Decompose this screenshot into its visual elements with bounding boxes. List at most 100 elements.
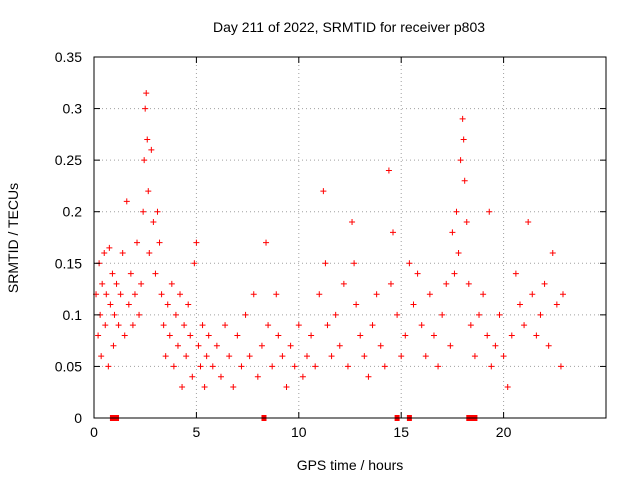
data-point	[154, 208, 161, 215]
data-point	[101, 249, 108, 256]
data-point	[529, 291, 536, 298]
data-point	[127, 270, 134, 277]
data-point	[191, 260, 198, 267]
data-point	[549, 249, 556, 256]
data-point	[465, 280, 472, 287]
data-point	[181, 322, 188, 329]
data-point	[463, 219, 470, 226]
plot-frame	[93, 56, 607, 419]
data-point	[453, 208, 460, 215]
data-point	[189, 373, 196, 380]
data-point	[110, 342, 117, 349]
data-point	[106, 244, 113, 251]
data-point	[123, 198, 130, 205]
data-point	[160, 322, 167, 329]
data-point	[136, 311, 143, 318]
data-point	[199, 322, 206, 329]
y-ticks: 0 0.05 0.1 0.15 0.2 0.25 0.3 0.35	[55, 49, 606, 426]
data-point	[322, 260, 329, 267]
data-point	[150, 219, 157, 226]
data-point	[174, 342, 181, 349]
data-point	[179, 384, 186, 391]
data-point	[451, 270, 458, 277]
y-tick-label: 0.15	[55, 255, 82, 271]
data-point	[195, 342, 202, 349]
data-point	[410, 301, 417, 308]
data-point	[488, 363, 495, 370]
data-point	[107, 301, 114, 308]
data-point	[226, 353, 233, 360]
data-point	[134, 239, 141, 246]
chart-title: Day 211 of 2022, SRMTID for receiver p80…	[213, 19, 485, 35]
data-point	[222, 322, 229, 329]
data-point	[324, 322, 331, 329]
data-point	[439, 311, 446, 318]
data-point	[299, 373, 306, 380]
data-point	[117, 291, 124, 298]
data-point	[361, 353, 368, 360]
data-point	[95, 332, 102, 339]
data-point	[99, 280, 106, 287]
data-point	[129, 322, 136, 329]
data-point	[109, 270, 116, 277]
data-point	[336, 342, 343, 349]
data-point	[373, 291, 380, 298]
data-point	[357, 332, 364, 339]
data-point	[484, 332, 491, 339]
data-point	[156, 239, 163, 246]
data-point	[263, 239, 270, 246]
data-point	[283, 384, 290, 391]
data-point	[557, 363, 564, 370]
data-point	[516, 301, 523, 308]
data-point	[344, 363, 351, 370]
data-point	[308, 332, 315, 339]
data-point	[430, 332, 437, 339]
data-point	[349, 219, 356, 226]
data-point	[559, 291, 566, 298]
data-point	[422, 353, 429, 360]
data-point	[545, 342, 552, 349]
data-point	[340, 280, 347, 287]
data-point	[205, 332, 212, 339]
data-point	[541, 280, 548, 287]
data-point	[508, 332, 515, 339]
data-point	[398, 353, 405, 360]
data-point	[291, 363, 298, 370]
data-point	[316, 291, 323, 298]
data-point	[394, 311, 401, 318]
y-tick-label: 0.1	[63, 307, 83, 323]
data-point	[365, 373, 372, 380]
data-point	[119, 249, 126, 256]
data-point	[148, 146, 155, 153]
y-axis-label: SRMTID / TECUs	[5, 183, 21, 293]
data-point	[377, 342, 384, 349]
data-point	[312, 363, 319, 370]
data-point	[203, 353, 210, 360]
data-point	[460, 136, 467, 143]
data-point	[125, 301, 132, 308]
data-point	[246, 353, 253, 360]
data-point	[142, 105, 149, 112]
data-point	[303, 353, 310, 360]
data-point	[512, 270, 519, 277]
data-point	[449, 229, 456, 236]
data-point	[287, 342, 294, 349]
data-point	[138, 280, 145, 287]
data-point	[152, 270, 159, 277]
data-point	[105, 363, 112, 370]
data-point	[164, 301, 171, 308]
data-point	[115, 322, 122, 329]
data-point	[140, 208, 147, 215]
data-point	[143, 90, 150, 97]
data-point	[351, 260, 358, 267]
data-point	[480, 291, 487, 298]
y-tick-label: 0.25	[55, 152, 82, 168]
data-point	[238, 363, 245, 370]
data-point	[146, 249, 153, 256]
data-point	[492, 342, 499, 349]
data-point	[279, 353, 286, 360]
data-point	[172, 311, 179, 318]
x-tick-label: 20	[496, 424, 512, 440]
x-tick-label: 15	[393, 424, 409, 440]
